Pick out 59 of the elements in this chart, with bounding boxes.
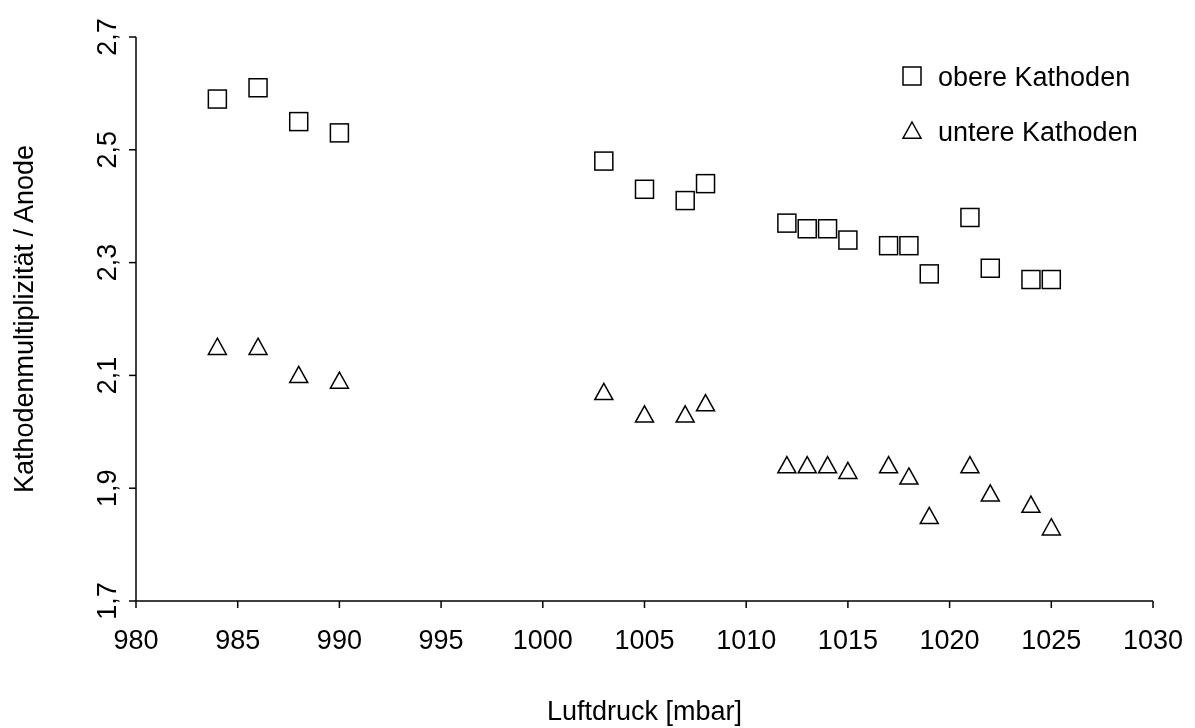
- point: [838, 461, 858, 480]
- x-tick-label: 985: [215, 625, 261, 655]
- point: [207, 337, 228, 356]
- x-tick-label: 1010: [716, 625, 777, 655]
- point: [1041, 269, 1062, 290]
- point: [797, 455, 817, 474]
- point: [594, 151, 614, 171]
- point: [878, 455, 899, 474]
- y-axis-title: Kathodenmultiplizität / Anode: [9, 144, 39, 494]
- point: [777, 455, 797, 474]
- point: [797, 219, 817, 239]
- point: [675, 405, 695, 423]
- point: [248, 78, 268, 98]
- point: [878, 235, 899, 256]
- x-tick-label: 995: [418, 625, 464, 655]
- point: [288, 365, 309, 384]
- y-tick-label: 2,5: [92, 131, 122, 169]
- point: [817, 455, 838, 474]
- y-tick-label: 1,9: [92, 469, 122, 507]
- point: [899, 467, 919, 485]
- point: [919, 506, 940, 525]
- point: [634, 179, 655, 200]
- point: [594, 382, 614, 401]
- legend-label: obere Kathoden: [938, 62, 1131, 92]
- x-tick-label: 1005: [614, 625, 675, 655]
- point: [1021, 495, 1041, 514]
- point: [980, 484, 1001, 502]
- x-axis-title: Luftdruck [mbar]: [546, 696, 743, 726]
- point: [329, 123, 350, 143]
- y-tick-label: 1,7: [92, 582, 122, 620]
- x-tick-label: 1015: [817, 625, 878, 655]
- point: [1021, 269, 1041, 290]
- point: [899, 235, 919, 256]
- x-tick-label: 990: [316, 625, 362, 655]
- point: [817, 219, 838, 239]
- point: [695, 173, 716, 194]
- point: [838, 230, 858, 250]
- point: [675, 190, 695, 211]
- point: [207, 89, 228, 109]
- point: [980, 258, 1001, 278]
- y-tick-label: 2,1: [92, 356, 122, 395]
- point: [1041, 517, 1062, 536]
- y-tick-label: 2,3: [92, 243, 122, 282]
- point: [634, 405, 655, 423]
- x-tick-label: 1025: [1021, 625, 1082, 655]
- point: [960, 455, 980, 474]
- y-tick-label: 2,7: [92, 18, 122, 56]
- point: [329, 371, 350, 389]
- point: [248, 337, 268, 356]
- x-tick-label: 1030: [1122, 625, 1184, 655]
- point: [288, 111, 309, 132]
- point: [960, 207, 980, 228]
- legend-label: untere Kathoden: [938, 117, 1138, 147]
- point: [777, 213, 797, 233]
- x-tick-label: 1020: [919, 625, 980, 655]
- point: [695, 393, 716, 412]
- point: [919, 264, 940, 284]
- x-tick-label: 980: [113, 625, 159, 655]
- x-tick-label: 1000: [512, 625, 573, 655]
